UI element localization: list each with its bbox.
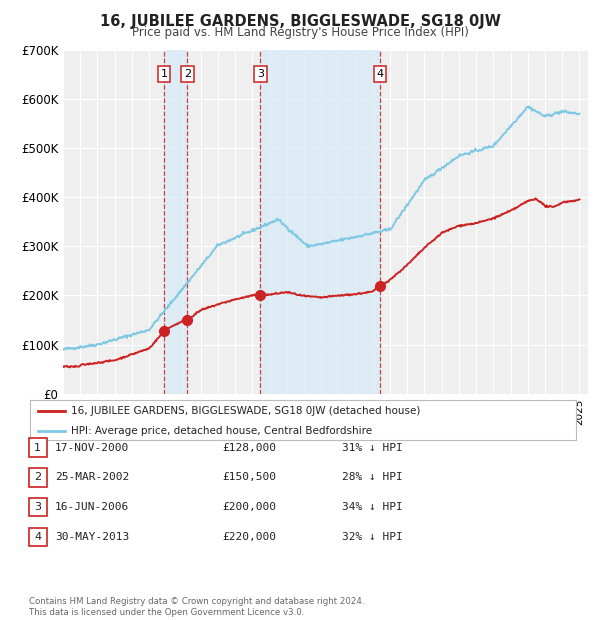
Text: Contains HM Land Registry data © Crown copyright and database right 2024.
This d: Contains HM Land Registry data © Crown c…	[29, 598, 364, 617]
Text: 4: 4	[34, 532, 41, 542]
Bar	[164, 50, 187, 394]
Text: 16, JUBILEE GARDENS, BIGGLESWADE, SG18 0JW (detached house): 16, JUBILEE GARDENS, BIGGLESWADE, SG18 0…	[71, 406, 421, 416]
Text: 2: 2	[184, 69, 191, 79]
Text: 1: 1	[34, 443, 41, 453]
Text: 30-MAY-2013: 30-MAY-2013	[55, 532, 130, 542]
Bar	[260, 50, 380, 394]
Text: 34% ↓ HPI: 34% ↓ HPI	[342, 502, 403, 512]
Text: 3: 3	[257, 69, 264, 79]
Text: £200,000: £200,000	[222, 502, 276, 512]
Text: 1: 1	[161, 69, 168, 79]
Text: 16, JUBILEE GARDENS, BIGGLESWADE, SG18 0JW: 16, JUBILEE GARDENS, BIGGLESWADE, SG18 0…	[100, 14, 500, 29]
Text: 4: 4	[376, 69, 383, 79]
Text: 32% ↓ HPI: 32% ↓ HPI	[342, 532, 403, 542]
Text: 31% ↓ HPI: 31% ↓ HPI	[342, 443, 403, 453]
Text: HPI: Average price, detached house, Central Bedfordshire: HPI: Average price, detached house, Cent…	[71, 427, 372, 436]
Text: 28% ↓ HPI: 28% ↓ HPI	[342, 472, 403, 482]
Text: £150,500: £150,500	[222, 472, 276, 482]
Text: 2: 2	[34, 472, 41, 482]
Text: £128,000: £128,000	[222, 443, 276, 453]
Text: £220,000: £220,000	[222, 532, 276, 542]
Text: 16-JUN-2006: 16-JUN-2006	[55, 502, 130, 512]
Text: Price paid vs. HM Land Registry's House Price Index (HPI): Price paid vs. HM Land Registry's House …	[131, 26, 469, 39]
Text: 17-NOV-2000: 17-NOV-2000	[55, 443, 130, 453]
Text: 25-MAR-2002: 25-MAR-2002	[55, 472, 130, 482]
Text: 3: 3	[34, 502, 41, 512]
